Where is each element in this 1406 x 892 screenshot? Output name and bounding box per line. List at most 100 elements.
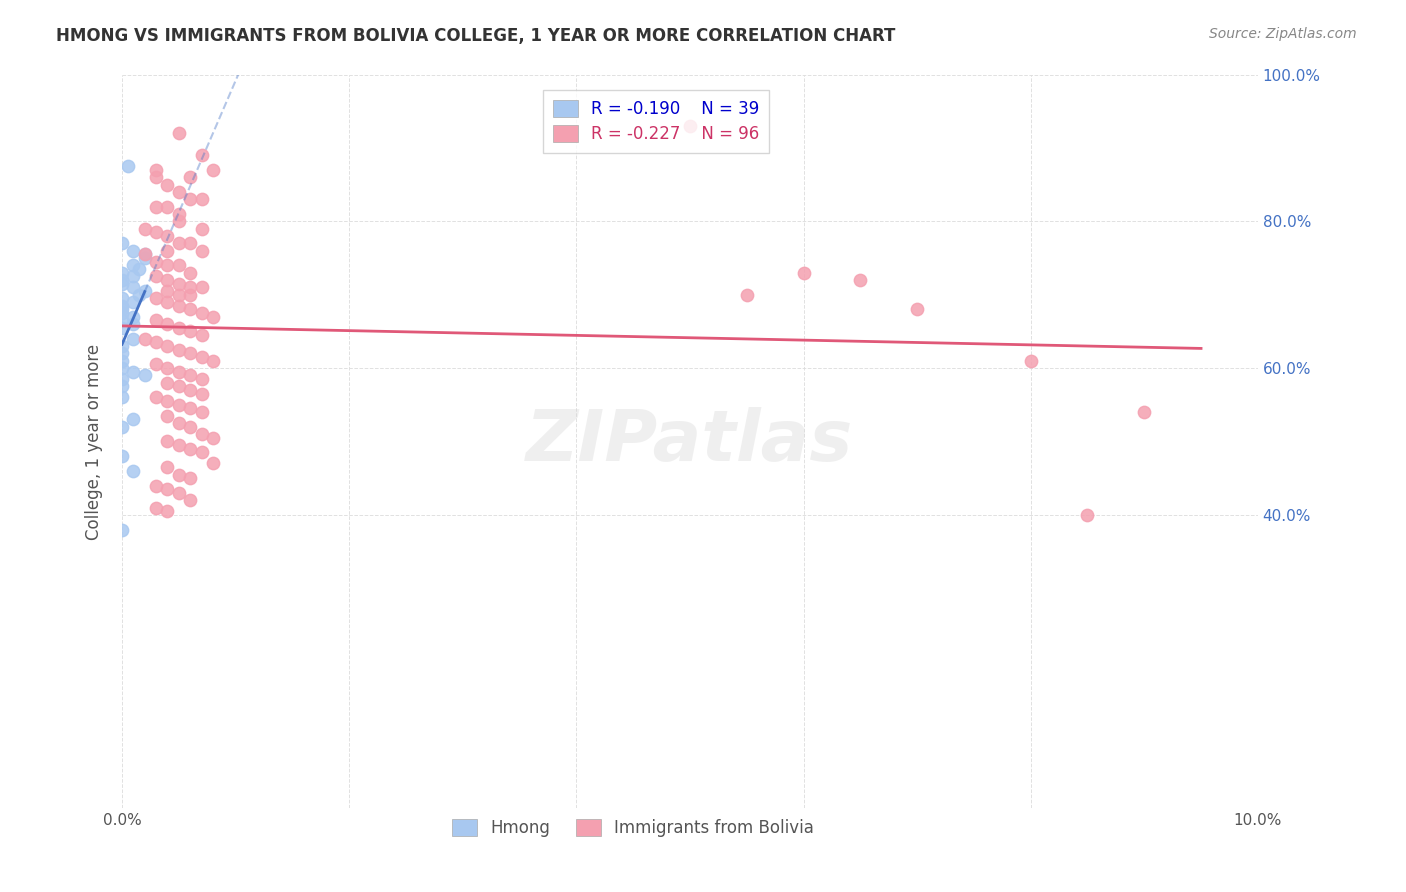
Point: [679, 119, 702, 133]
Point: [117, 159, 139, 173]
Point: [111, 391, 134, 405]
Point: [122, 310, 145, 324]
Point: [179, 368, 201, 383]
Point: [190, 148, 212, 162]
Point: [201, 163, 224, 178]
Point: [167, 398, 190, 412]
Point: [1019, 353, 1042, 368]
Point: [128, 262, 150, 277]
Point: [190, 350, 212, 364]
Point: [111, 372, 134, 386]
Point: [179, 192, 201, 206]
Point: [111, 379, 134, 393]
Point: [167, 126, 190, 140]
Point: [111, 313, 134, 327]
Point: [156, 244, 179, 258]
Point: [156, 229, 179, 244]
Point: [190, 306, 212, 320]
Point: [201, 457, 224, 471]
Point: [167, 379, 190, 393]
Point: [122, 269, 145, 284]
Point: [1133, 405, 1156, 419]
Point: [190, 386, 212, 401]
Point: [134, 247, 156, 261]
Point: [201, 310, 224, 324]
Point: [134, 247, 156, 261]
Point: [179, 346, 201, 360]
Point: [167, 287, 190, 301]
Point: [179, 471, 201, 485]
Point: [145, 225, 167, 239]
Point: [145, 478, 167, 492]
Point: [167, 299, 190, 313]
Point: [111, 320, 134, 334]
Text: ZIPatlas: ZIPatlas: [526, 407, 853, 476]
Point: [167, 365, 190, 379]
Point: [167, 320, 190, 334]
Point: [179, 383, 201, 397]
Point: [122, 295, 145, 310]
Point: [167, 185, 190, 199]
Point: [849, 273, 872, 287]
Point: [167, 416, 190, 430]
Point: [145, 200, 167, 214]
Point: [179, 401, 201, 416]
Point: [179, 170, 201, 185]
Point: [190, 427, 212, 442]
Point: [179, 236, 201, 251]
Point: [111, 339, 134, 353]
Point: [167, 236, 190, 251]
Point: [111, 361, 134, 376]
Point: [167, 258, 190, 272]
Point: [156, 178, 179, 192]
Point: [145, 335, 167, 350]
Point: [190, 244, 212, 258]
Point: [145, 254, 167, 268]
Point: [122, 365, 145, 379]
Point: [111, 523, 134, 537]
Point: [201, 431, 224, 445]
Point: [122, 280, 145, 294]
Point: [167, 467, 190, 482]
Point: [156, 376, 179, 390]
Point: [145, 291, 167, 305]
Point: [179, 287, 201, 301]
Point: [156, 482, 179, 496]
Y-axis label: College, 1 year or more: College, 1 year or more: [86, 343, 103, 540]
Point: [190, 280, 212, 294]
Point: [122, 412, 145, 426]
Point: [111, 299, 134, 313]
Point: [179, 493, 201, 508]
Point: [156, 295, 179, 310]
Point: [156, 394, 179, 409]
Point: [156, 317, 179, 331]
Point: [145, 313, 167, 327]
Point: [201, 353, 224, 368]
Point: [122, 332, 145, 346]
Point: [905, 302, 928, 317]
Text: Source: ZipAtlas.com: Source: ZipAtlas.com: [1209, 27, 1357, 41]
Point: [156, 409, 179, 423]
Point: [156, 339, 179, 353]
Point: [145, 500, 167, 515]
Point: [134, 332, 156, 346]
Point: [111, 306, 134, 320]
Point: [111, 273, 134, 287]
Point: [167, 214, 190, 228]
Point: [156, 273, 179, 287]
Point: [145, 358, 167, 372]
Point: [179, 302, 201, 317]
Point: [167, 486, 190, 500]
Point: [156, 434, 179, 449]
Point: [156, 361, 179, 376]
Point: [145, 391, 167, 405]
Point: [179, 325, 201, 339]
Point: [167, 207, 190, 221]
Point: [134, 284, 156, 298]
Point: [145, 163, 167, 178]
Point: [134, 221, 156, 235]
Point: [134, 251, 156, 265]
Point: [111, 291, 134, 305]
Point: [156, 460, 179, 475]
Text: HMONG VS IMMIGRANTS FROM BOLIVIA COLLEGE, 1 YEAR OR MORE CORRELATION CHART: HMONG VS IMMIGRANTS FROM BOLIVIA COLLEGE…: [56, 27, 896, 45]
